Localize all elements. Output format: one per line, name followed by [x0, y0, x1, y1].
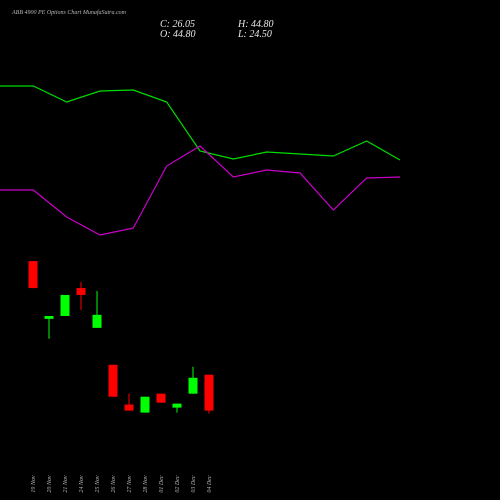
- candle-body: [92, 314, 102, 328]
- candle-body: [156, 393, 166, 403]
- x-tick-label: 27 Nov: [127, 475, 133, 493]
- x-tick-label: 20 Nov: [47, 475, 53, 493]
- candle-body: [28, 261, 38, 289]
- x-tick-label: 04 Dec: [206, 475, 213, 492]
- x-tick-label: 02 Dec: [175, 475, 181, 492]
- x-tick-label: 03 Dec: [191, 475, 197, 492]
- low-stat: L: 24.50: [237, 29, 272, 40]
- candle-body: [204, 374, 214, 411]
- candle-body: [76, 288, 86, 295]
- open-stat: O: 44.80: [160, 29, 196, 40]
- candle-body: [60, 294, 70, 316]
- x-tick-label: 21 Nov: [63, 475, 69, 493]
- x-tick-label: 19 Nov: [31, 475, 37, 493]
- candle-body: [44, 316, 54, 319]
- indicator-line: [0, 85, 401, 161]
- candle-body: [172, 403, 182, 408]
- x-tick-label: 26 Nov: [111, 475, 117, 493]
- x-tick-label: 01 Dec: [159, 475, 165, 492]
- x-tick-label: 24 Nov: [78, 475, 85, 493]
- indicator-line: [0, 145, 401, 236]
- close-stat: C: 26.05: [160, 19, 195, 30]
- chart-title: ABB 4900 PE Options Chart MunafaSutra.co…: [11, 9, 127, 16]
- candle-body: [140, 396, 150, 413]
- candle-body: [124, 404, 134, 411]
- x-tick-label: 28 Nov: [143, 475, 149, 493]
- x-tick-label: 25 Nov: [95, 475, 101, 493]
- candle-body: [188, 377, 198, 394]
- high-stat: H: 44.80: [237, 19, 274, 30]
- candle-body: [108, 364, 118, 397]
